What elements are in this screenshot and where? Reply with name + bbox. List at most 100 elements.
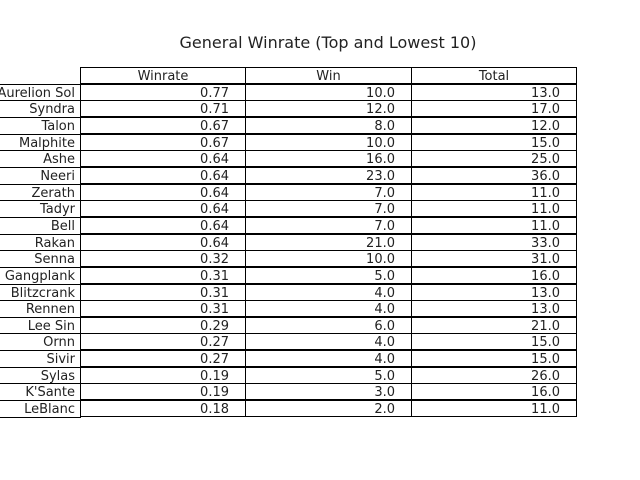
total-cell: 21.0 bbox=[411, 316, 577, 334]
row-label: Bell bbox=[0, 216, 81, 234]
table-row: Gangplank 0.31 5.0 16.0 bbox=[0, 266, 577, 284]
column-header-total: Total bbox=[411, 67, 577, 84]
winrate-cell: 0.29 bbox=[80, 316, 246, 334]
total-cell: 11.0 bbox=[411, 200, 577, 218]
table-row: Zerath 0.64 7.0 11.0 bbox=[0, 183, 577, 201]
row-label: K'Sante bbox=[0, 383, 81, 401]
total-cell: 17.0 bbox=[411, 100, 577, 118]
table-header-row: Winrate Win Total bbox=[0, 67, 577, 84]
win-cell: 10.0 bbox=[245, 83, 412, 101]
total-cell: 25.0 bbox=[411, 150, 577, 168]
winrate-cell: 0.18 bbox=[80, 400, 246, 418]
win-cell: 4.0 bbox=[245, 350, 412, 368]
row-label-text: Zerath bbox=[31, 185, 75, 201]
table-row: Sylas 0.19 5.0 26.0 bbox=[0, 366, 577, 384]
row-label-bottom-border bbox=[0, 416, 81, 418]
total-cell: 36.0 bbox=[411, 166, 577, 184]
total-cell: 31.0 bbox=[411, 250, 577, 268]
total-cell: 16.0 bbox=[411, 383, 577, 401]
winrate-cell: 0.32 bbox=[80, 250, 246, 268]
table-row: Blitzcrank 0.31 4.0 13.0 bbox=[0, 283, 577, 301]
row-label: Ashe bbox=[0, 150, 81, 168]
table-row: Rakan 0.64 21.0 33.0 bbox=[0, 233, 577, 251]
table-row: Rennen 0.31 4.0 13.0 bbox=[0, 300, 577, 318]
win-cell: 16.0 bbox=[245, 150, 412, 168]
row-label: Syndra bbox=[0, 100, 81, 118]
total-cell: 15.0 bbox=[411, 133, 577, 151]
table-row: Senna 0.32 10.0 31.0 bbox=[0, 250, 577, 268]
table-row: Ashe 0.64 16.0 25.0 bbox=[0, 150, 577, 168]
row-label: Malphite bbox=[0, 133, 81, 151]
row-label: Neeri bbox=[0, 166, 81, 184]
table-row: LeBlanc 0.18 2.0 11.0 bbox=[0, 400, 577, 418]
total-cell: 13.0 bbox=[411, 83, 577, 101]
row-label-text: Ashe bbox=[43, 152, 75, 168]
winrate-cell: 0.67 bbox=[80, 117, 246, 134]
table-row: Lee Sin 0.29 6.0 21.0 bbox=[0, 316, 577, 334]
winrate-cell: 0.64 bbox=[80, 150, 246, 168]
total-cell: 13.0 bbox=[411, 300, 577, 318]
win-cell: 12.0 bbox=[245, 100, 412, 118]
row-label: Senna bbox=[0, 250, 81, 268]
win-cell: 5.0 bbox=[245, 266, 412, 284]
win-cell: 10.0 bbox=[245, 133, 412, 151]
table-row: Syndra 0.71 12.0 17.0 bbox=[0, 100, 577, 118]
winrate-cell: 0.27 bbox=[80, 333, 246, 351]
table-row: Tadyr 0.64 7.0 11.0 bbox=[0, 200, 577, 218]
total-cell: 16.0 bbox=[411, 266, 577, 284]
winrate-cell: 0.71 bbox=[80, 100, 246, 118]
win-cell: 4.0 bbox=[245, 333, 412, 351]
row-label-text: Lee Sin bbox=[27, 318, 75, 334]
row-label: Rennen bbox=[0, 300, 81, 318]
total-cell: 12.0 bbox=[411, 117, 577, 134]
row-label: Sivir bbox=[0, 350, 81, 368]
row-label-text: K'Sante bbox=[25, 385, 75, 401]
win-cell: 7.0 bbox=[245, 216, 412, 234]
win-cell: 7.0 bbox=[245, 200, 412, 218]
row-label: Rakan bbox=[0, 233, 81, 251]
winrate-cell: 0.64 bbox=[80, 233, 246, 251]
winrate-cell: 0.77 bbox=[80, 83, 246, 101]
row-label-text: Aurelion Sol bbox=[0, 85, 75, 101]
total-cell: 11.0 bbox=[411, 216, 577, 234]
row-label: Talon bbox=[0, 117, 81, 134]
row-label: LeBlanc bbox=[0, 400, 81, 418]
row-label-text: LeBlanc bbox=[24, 402, 75, 418]
row-label-text: Syndra bbox=[29, 102, 75, 118]
row-label: Sylas bbox=[0, 366, 81, 384]
winrate-cell: 0.19 bbox=[80, 383, 246, 401]
table-row: Sivir 0.27 4.0 15.0 bbox=[0, 350, 577, 368]
table-row: Aurelion Sol 0.77 10.0 13.0 bbox=[0, 83, 577, 101]
table-row: Bell 0.64 7.0 11.0 bbox=[0, 216, 577, 234]
total-cell: 26.0 bbox=[411, 366, 577, 384]
winrate-cell: 0.64 bbox=[80, 216, 246, 234]
row-label-text: Malphite bbox=[19, 135, 75, 151]
win-cell: 6.0 bbox=[245, 316, 412, 334]
row-label: Aurelion Sol bbox=[0, 83, 81, 101]
row-label-text: Neeri bbox=[40, 168, 75, 184]
row-label-text: Ornn bbox=[43, 335, 75, 351]
column-header-win: Win bbox=[245, 67, 412, 84]
row-label-text: Bell bbox=[50, 218, 75, 234]
table-title: General Winrate (Top and Lowest 10) bbox=[179, 33, 477, 52]
win-cell: 21.0 bbox=[245, 233, 412, 251]
row-label-text: Senna bbox=[34, 252, 75, 268]
winrate-cell: 0.31 bbox=[80, 266, 246, 284]
win-cell: 23.0 bbox=[245, 166, 412, 184]
win-cell: 5.0 bbox=[245, 366, 412, 384]
row-label-text: Talon bbox=[41, 119, 75, 134]
table-row: K'Sante 0.19 3.0 16.0 bbox=[0, 383, 577, 401]
win-cell: 8.0 bbox=[245, 117, 412, 134]
row-label-text: Gangplank bbox=[4, 268, 75, 284]
row-label-text: Rakan bbox=[34, 235, 75, 251]
row-label-text: Blitzcrank bbox=[10, 285, 75, 301]
winrate-cell: 0.31 bbox=[80, 300, 246, 318]
row-label: Tadyr bbox=[0, 200, 81, 218]
win-cell: 10.0 bbox=[245, 250, 412, 268]
row-label: Blitzcrank bbox=[0, 283, 81, 301]
row-label: Lee Sin bbox=[0, 316, 81, 334]
winrate-cell: 0.64 bbox=[80, 166, 246, 184]
total-cell: 33.0 bbox=[411, 233, 577, 251]
row-label: Gangplank bbox=[0, 266, 81, 284]
win-cell: 4.0 bbox=[245, 283, 412, 301]
